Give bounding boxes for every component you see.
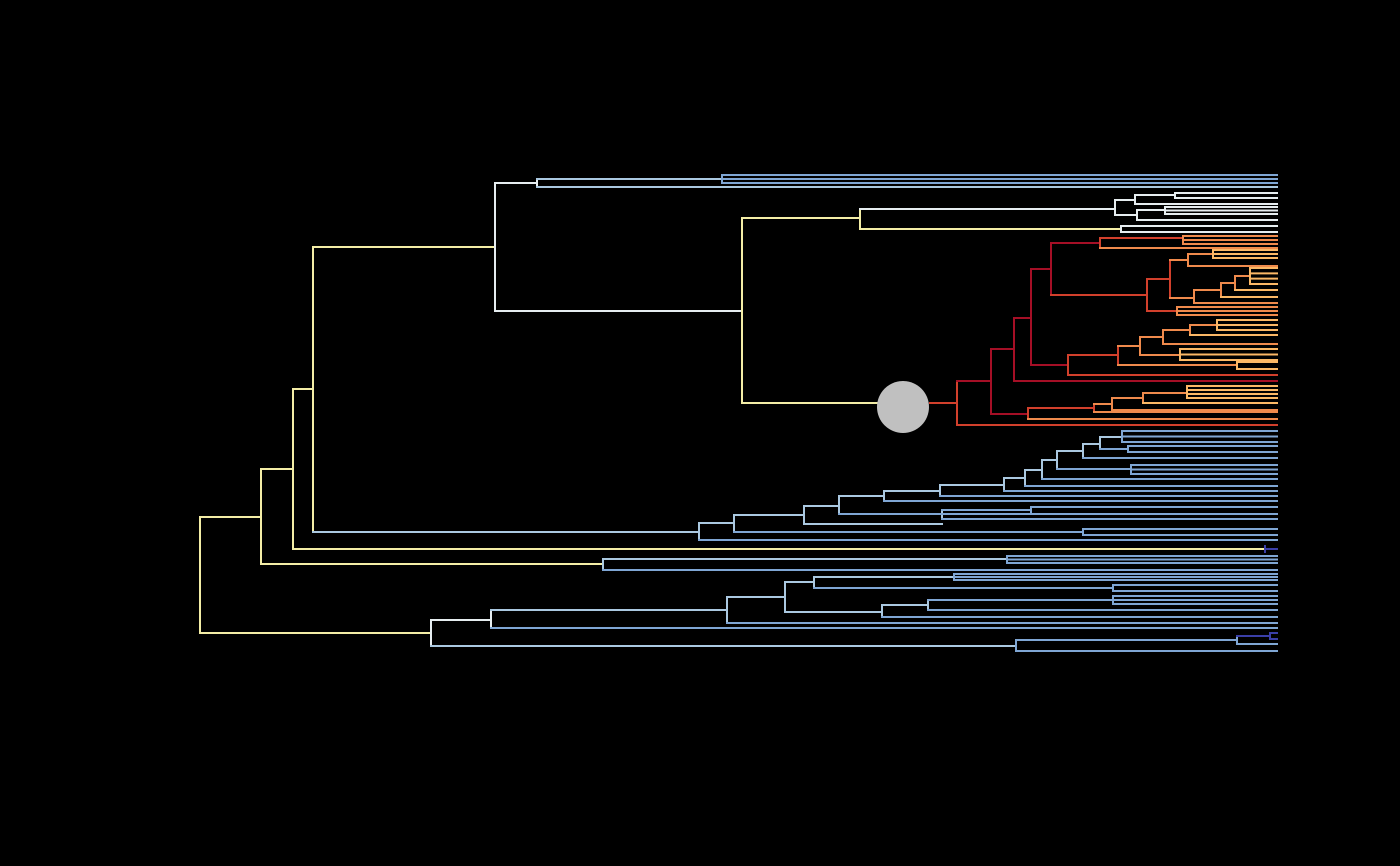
node-marker	[877, 381, 929, 433]
branches	[199, 174, 1278, 652]
